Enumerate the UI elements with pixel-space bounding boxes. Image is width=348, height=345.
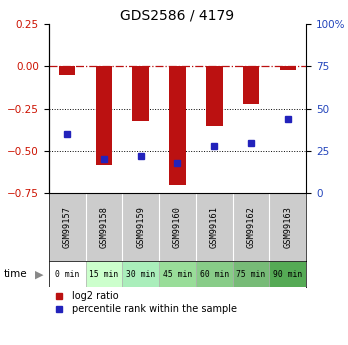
Bar [206,67,223,126]
Bar [132,67,149,121]
Bar [159,261,196,287]
Text: 60 min: 60 min [200,270,229,279]
Bar [49,261,86,287]
Text: 30 min: 30 min [126,270,155,279]
Bar [86,261,122,287]
Title: GDS2586 / 4179: GDS2586 / 4179 [120,9,235,23]
Text: 15 min: 15 min [89,270,119,279]
Bar [169,67,186,185]
Bar [243,67,259,104]
Bar [122,261,159,287]
Text: GSM99163: GSM99163 [283,206,292,248]
Text: 90 min: 90 min [273,270,302,279]
Text: log2 ratio: log2 ratio [72,291,119,301]
Text: GSM99162: GSM99162 [246,206,255,248]
Bar [59,67,76,75]
Text: time: time [3,269,27,279]
Bar [269,261,306,287]
Text: 45 min: 45 min [163,270,192,279]
Text: GSM99157: GSM99157 [63,206,72,248]
Bar [233,261,269,287]
Text: 75 min: 75 min [236,270,266,279]
Text: GSM99159: GSM99159 [136,206,145,248]
Text: GSM99161: GSM99161 [210,206,219,248]
Text: GSM99160: GSM99160 [173,206,182,248]
Text: 0 min: 0 min [55,270,79,279]
Bar [96,67,112,165]
Text: ▶: ▶ [35,269,43,279]
Text: percentile rank within the sample: percentile rank within the sample [72,304,237,314]
Bar [279,67,296,70]
Bar [196,261,233,287]
Text: GSM99158: GSM99158 [100,206,109,248]
